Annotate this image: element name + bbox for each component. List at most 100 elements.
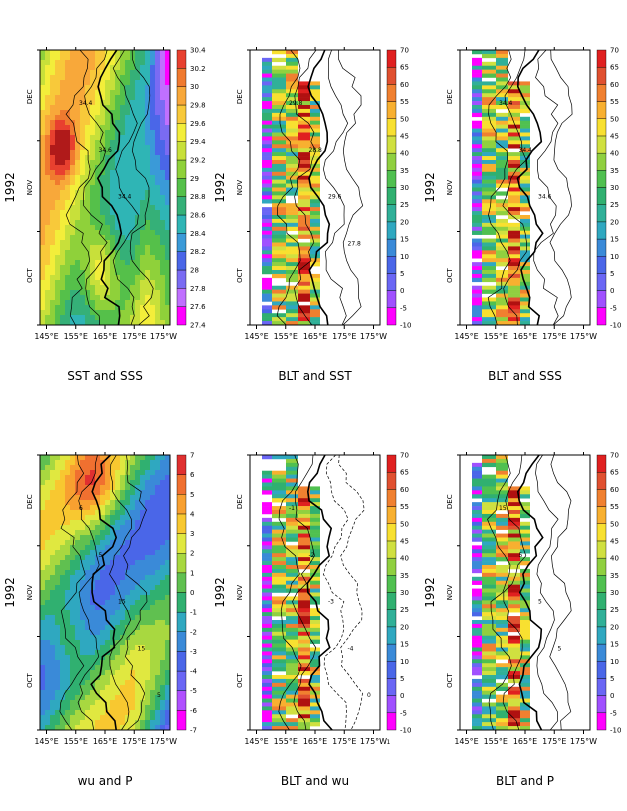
heatmap-cell [85,310,91,316]
heatmap-cell [145,480,151,486]
blt-cell [286,722,298,727]
heatmap-cell [115,110,121,116]
heatmap-cell [130,525,136,531]
heatmap-cell [50,605,56,611]
blt-cell [482,580,496,585]
blt-cell [262,160,272,165]
blt-cell [508,171,520,177]
blt-cell [310,321,320,326]
blt-cell [520,144,530,149]
heatmap-cell [75,315,81,321]
blt-cell [520,722,530,727]
blt-cell [508,226,520,232]
heatmap-cell [90,105,96,111]
heatmap-cell [50,205,56,211]
blt-cell [262,73,272,78]
heatmap-cell [105,520,111,526]
heatmap-cell [80,485,86,491]
blt-cell [496,77,508,82]
colorbar-label: 65 [400,469,409,477]
heatmap-cell [120,595,126,601]
heatmap-cell [125,85,131,91]
heatmap-cell [155,455,161,461]
heatmap-cell [115,280,121,286]
blt-cell [298,604,310,609]
blt-cell [262,592,272,597]
heatmap-cell [55,155,61,161]
heatmap-cell [60,720,66,726]
heatmap-cell [80,125,86,131]
heatmap-cell [90,715,96,721]
heatmap-cell [135,80,141,86]
blt-cell [310,639,320,644]
contour-line [112,49,139,326]
heatmap-cell [80,580,86,586]
heatmap-cell [120,215,126,221]
heatmap-cell [120,295,126,301]
heatmap-cell [165,470,171,476]
blt-cell [298,171,310,177]
heatmap-cell [60,135,66,141]
heatmap-cell [45,505,51,511]
blt-cell [310,215,320,220]
heatmap-cell [70,660,76,666]
heatmap-cell [145,60,151,66]
heatmap-cell [45,285,51,291]
heatmap-cell [140,715,146,721]
blt-cell [272,498,286,503]
blt-cell [286,254,298,259]
heatmap-cell [40,600,46,606]
heatmap-cell [50,220,56,226]
heatmap-cell [125,190,131,196]
heatmap-cell [145,300,151,306]
heatmap-cell [115,255,121,261]
colorbar-label: -4 [190,668,198,676]
blt-cell [298,128,310,133]
colorbar-label: 40 [400,555,409,563]
heatmap-cell [40,630,46,636]
blt-cell [508,101,520,106]
heatmap-cell [165,460,171,466]
heatmap-cell [135,60,141,66]
heatmap-cell [90,290,96,296]
heatmap-cell [60,640,66,646]
blt-cell [496,69,508,74]
heatmap-cell [95,275,101,281]
heatmap-cell [60,295,66,301]
heatmap-cell [55,180,61,186]
heatmap-cell [95,585,101,591]
heatmap-cell [160,230,166,236]
heatmap-cell [105,645,111,651]
heatmap-cell [65,55,71,61]
heatmap-cell [165,590,171,596]
heatmap-cell [95,470,101,476]
blt-cell [286,549,298,554]
blt-cell [520,702,530,707]
heatmap-cell [85,300,91,306]
heatmap-cell [120,200,126,206]
heatmap-cell [80,185,86,191]
heatmap-cell [140,480,146,486]
heatmap-cell [55,465,61,471]
heatmap-cell [40,460,46,466]
heatmap-cell [140,495,146,501]
heatmap-cell [55,625,61,631]
blt-cell [508,140,520,145]
blt-cell [272,136,286,141]
blt-cell [272,635,286,640]
heatmap-cell [140,310,146,316]
heatmap-cell [40,495,46,501]
heatmap-cell [80,560,86,566]
heatmap-cell [65,685,71,691]
heatmap-cell [80,150,86,156]
heatmap-cell [165,480,171,486]
heatmap-cell [155,65,161,71]
heatmap-cell [40,315,46,321]
heatmap-cell [95,285,101,291]
heatmap-cell [85,615,91,621]
heatmap-cell [90,125,96,131]
blt-cell [286,277,298,283]
heatmap-cell [50,695,56,701]
heatmap-cell [125,310,131,316]
heatmap-cell [145,225,151,231]
